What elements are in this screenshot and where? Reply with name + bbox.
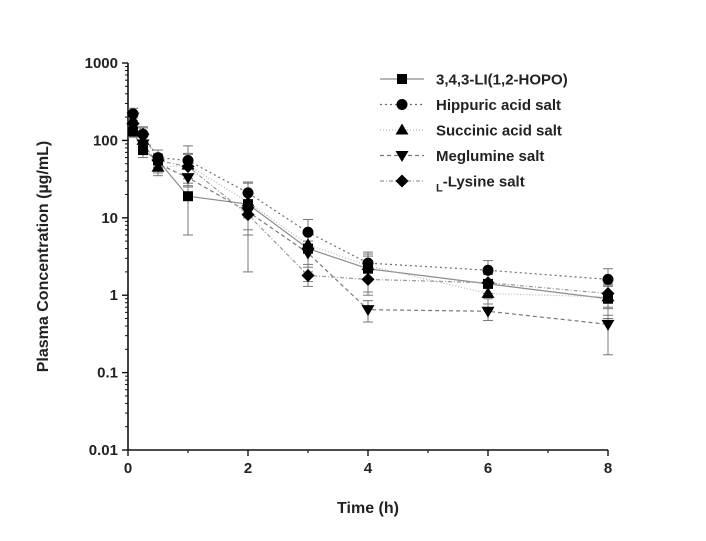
x-tick-label: 8: [604, 460, 612, 477]
data-point: [301, 238, 315, 250]
y-tick-label: 0.01: [89, 442, 118, 459]
data-point: [242, 187, 254, 199]
data-point: [241, 195, 255, 207]
y-tick-label: 1: [110, 287, 118, 304]
y-tick-label: 100: [93, 132, 118, 149]
data-point: [127, 126, 138, 137]
x-tick-label: 2: [244, 460, 252, 477]
legend-marker: [396, 99, 408, 110]
x-tick-label: 0: [124, 460, 132, 477]
data-point: [136, 127, 150, 141]
data-point: [361, 259, 375, 271]
legend-label-subscript: L: [436, 183, 443, 195]
y-tick-label: 10: [101, 210, 118, 227]
legend-label: Hippuric acid salt: [436, 97, 561, 114]
data-point: [301, 248, 315, 260]
data-point: [361, 305, 375, 317]
data-point: [602, 273, 614, 285]
legend-marker: [397, 74, 407, 84]
data-point: [181, 173, 195, 185]
data-point: [481, 276, 495, 290]
data-point: [601, 319, 615, 331]
series-lines: [132, 113, 609, 325]
data-point: [301, 268, 315, 282]
legend-label: Meglumine salt: [436, 148, 544, 165]
x-tick-label: 4: [364, 460, 373, 477]
legend-marker: [395, 151, 409, 162]
data-point: [126, 117, 140, 131]
x-axis-title: Time (h): [337, 500, 399, 517]
legend-label: Succinic acid salt: [436, 123, 562, 140]
data-point: [183, 191, 193, 202]
data-point: [181, 160, 195, 174]
data-point: [302, 226, 314, 238]
data-point: [361, 272, 375, 286]
data-point: [151, 153, 165, 167]
series-line-1: [132, 113, 609, 280]
legend-label: 3,4,3-LI(1,2-HOPO): [436, 72, 568, 89]
data-point: [481, 287, 495, 299]
error-bars: [127, 107, 613, 356]
y-axis-title: Plasma Concentration (µg/mL): [35, 141, 52, 372]
x-tick-label: 6: [484, 460, 492, 477]
data-point: [601, 287, 615, 301]
y-tick-label: 0.1: [97, 365, 118, 382]
legend-label-text: -Lysine salt: [443, 174, 525, 191]
y-tick-label: 1000: [85, 55, 118, 72]
legend-label: L-Lysine salt: [436, 174, 525, 195]
legend: 3,4,3-LI(1,2-HOPO) Hippuric acid salt Succ…: [380, 72, 568, 195]
legend-marker: [395, 123, 409, 135]
data-point: [481, 306, 495, 318]
data-point: [482, 264, 494, 276]
legend-marker: [395, 174, 409, 188]
series-markers: [126, 108, 615, 331]
data-point: [136, 139, 150, 151]
data-point: [241, 208, 255, 222]
axes: 0 2 4 6 8 0.01 0.1 1 10 100 1000: [85, 55, 613, 477]
